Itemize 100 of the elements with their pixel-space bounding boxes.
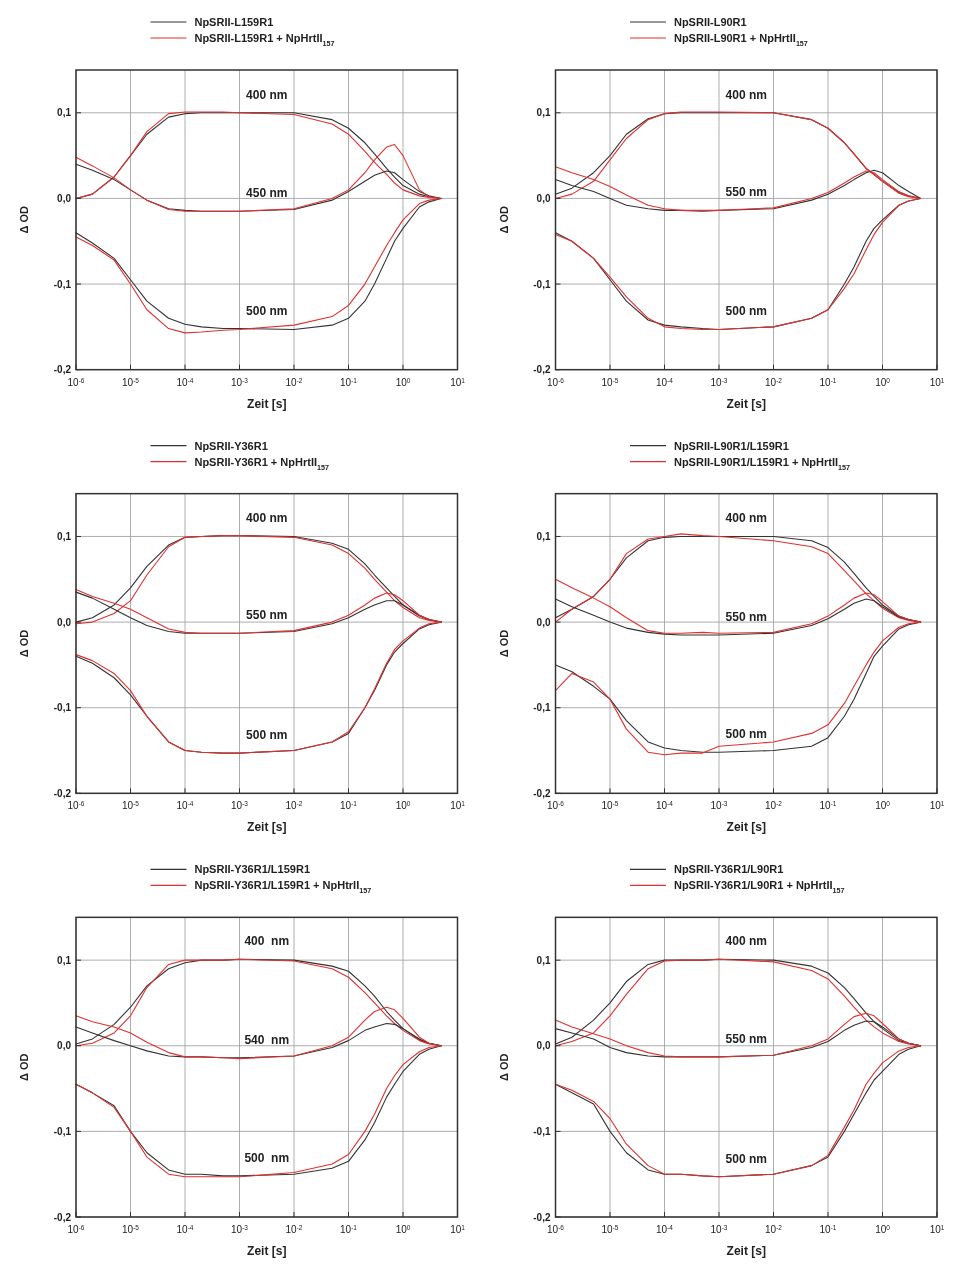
x-tick-label: 10$^{-6}$ <box>547 799 565 812</box>
x-tick-label: 10$^{-3}$ <box>710 376 728 388</box>
x-tick-label: 10$^{-1}$ <box>340 376 358 388</box>
y-tick-label: -0,2 <box>53 1211 72 1223</box>
x-axis-title: Zeit [s] <box>726 1244 766 1258</box>
x-tick-label: 10$^{0}$ <box>395 376 411 388</box>
x-tick-label: 10$^{1}$ <box>929 376 945 388</box>
y-axis-title: Δ OD <box>497 206 510 234</box>
legend-label: NpSRII-Y36R1/L90R1 + NpHrtII$_{157}$ <box>673 879 845 896</box>
y-tick-label: -0,1 <box>53 702 72 714</box>
y-tick-label: 0,1 <box>57 107 72 119</box>
annotation: 540 nm <box>244 1032 290 1047</box>
annotation: 400 nm <box>725 511 767 526</box>
x-tick-label: 10$^{-3}$ <box>231 1223 249 1235</box>
x-tick-label: 10$^{1}$ <box>450 799 466 812</box>
annotation: 500 nm <box>246 303 288 318</box>
x-tick-label: 10$^{-6}$ <box>547 1223 565 1235</box>
y-tick-label: 0,1 <box>57 954 72 966</box>
annotation: 400 nm <box>725 87 767 102</box>
legend-label: NpSRII-L90R1 <box>673 16 747 28</box>
annotation: 400 nm <box>244 934 290 949</box>
x-axis-title: Zeit [s] <box>726 820 766 835</box>
x-tick-label: 10$^{1}$ <box>929 799 945 812</box>
x-tick-label: 10$^{0}$ <box>395 1223 411 1235</box>
x-tick-label: 10$^{0}$ <box>875 799 891 812</box>
annotation: 550 nm <box>725 185 767 200</box>
x-tick-label: 10$^{-1}$ <box>819 799 837 812</box>
x-tick-label: 10$^{1}$ <box>929 1223 945 1235</box>
x-tick-label: 10$^{-5}$ <box>122 1223 140 1235</box>
annotation: 500 nm <box>244 1150 290 1165</box>
y-tick-label: -0,1 <box>53 278 72 290</box>
x-tick-label: 10$^{-4}$ <box>656 1223 674 1235</box>
legend-label: NpSRII-L90R1/L159R1 + NpHrtII$_{157}$ <box>673 455 851 472</box>
x-tick-label: 10$^{-3}$ <box>231 799 249 812</box>
y-tick-label: -0,2 <box>53 364 72 376</box>
x-tick-label: 10$^{-4}$ <box>176 799 194 812</box>
y-tick-label: -0,2 <box>533 1211 551 1223</box>
x-tick-label: 10$^{-1}$ <box>819 1223 837 1235</box>
y-tick-label: 0,0 <box>57 616 72 628</box>
annotation: 550 nm <box>725 609 767 624</box>
annotation: 500 nm <box>725 304 767 319</box>
x-axis-title: Zeit [s] <box>247 1244 287 1258</box>
x-tick-label: 10$^{-5}$ <box>122 376 140 388</box>
y-tick-label: -0,2 <box>533 787 551 799</box>
annotation: 400 nm <box>246 510 288 525</box>
legend-label: NpSRII-L90R1/L159R1 <box>673 439 789 452</box>
y-axis-title: Δ OD <box>18 629 30 658</box>
legend-label: NpSRII-Y36R1/L90R1 <box>673 863 784 876</box>
y-tick-label: 0,0 <box>57 192 72 204</box>
annotation: 550 nm <box>725 1031 767 1046</box>
x-tick-label: 10$^{0}$ <box>875 376 891 388</box>
y-axis-title: Δ OD <box>497 1053 510 1081</box>
x-axis-title: Zeit [s] <box>726 396 766 411</box>
legend-label: NpSRII-Y36R1 <box>194 439 268 452</box>
y-tick-label: 0,0 <box>536 1040 551 1052</box>
x-tick-label: 10$^{-2}$ <box>285 376 303 388</box>
x-tick-label: 10$^{-1}$ <box>340 1223 358 1235</box>
x-tick-label: 10$^{-2}$ <box>765 1223 783 1235</box>
y-tick-label: 0,1 <box>536 954 551 966</box>
y-tick-label: -0,1 <box>533 702 551 714</box>
x-axis-title: Zeit [s] <box>247 820 287 835</box>
x-tick-label: 10$^{-5}$ <box>601 799 619 812</box>
x-tick-label: 10$^{-1}$ <box>340 799 358 812</box>
x-tick-label: 10$^{-5}$ <box>601 1223 619 1235</box>
x-tick-label: 10$^{-1}$ <box>819 376 837 388</box>
x-tick-label: 10$^{1}$ <box>450 376 466 388</box>
y-tick-label: 0,1 <box>536 530 551 542</box>
y-tick-label: -0,1 <box>53 1125 72 1137</box>
y-tick-label: -0,2 <box>533 364 551 376</box>
annotation: 500 nm <box>725 1151 767 1166</box>
legend-label: NpSRII-Y36R1/L159R1 + NpHtrII$_{157}$ <box>194 879 372 896</box>
x-tick-label: 10$^{0}$ <box>395 799 411 812</box>
x-tick-label: 10$^{-6}$ <box>547 376 565 388</box>
x-tick-label: 10$^{-4}$ <box>656 376 674 388</box>
y-tick-label: 0,1 <box>536 107 551 119</box>
y-tick-label: 0,1 <box>57 530 72 542</box>
y-tick-label: -0,1 <box>533 1125 551 1137</box>
y-tick-label: 0,0 <box>536 192 551 204</box>
legend-label: NpSRII-L159R1 + NpHrtII$_{157}$ <box>194 32 335 48</box>
y-tick-label: 0,0 <box>536 616 551 628</box>
x-tick-label: 10$^{-5}$ <box>601 376 619 388</box>
annotation: 500 nm <box>725 727 767 742</box>
x-tick-label: 10$^{-3}$ <box>231 376 249 388</box>
y-axis-title: Δ OD <box>18 1053 30 1081</box>
x-tick-label: 10$^{-4}$ <box>176 1223 194 1235</box>
x-tick-label: 10$^{-4}$ <box>656 799 674 812</box>
x-tick-label: 10$^{-4}$ <box>176 376 194 388</box>
annotation: 450 nm <box>246 186 288 201</box>
annotation: 400 nm <box>725 934 767 949</box>
x-axis-title: Zeit [s] <box>247 396 287 411</box>
x-tick-label: 10$^{-5}$ <box>122 799 140 812</box>
x-tick-label: 10$^{-3}$ <box>710 1223 728 1235</box>
legend-label: NpSRII-L159R1 <box>194 16 274 28</box>
x-tick-label: 10$^{-6}$ <box>67 799 85 812</box>
x-tick-label: 10$^{-2}$ <box>765 799 783 812</box>
y-tick-label: 0,0 <box>57 1040 72 1052</box>
annotation: 500 nm <box>246 728 288 743</box>
x-tick-label: 10$^{-2}$ <box>285 1223 303 1235</box>
y-tick-label: -0,1 <box>533 278 551 290</box>
y-axis-title: Δ OD <box>18 206 30 234</box>
